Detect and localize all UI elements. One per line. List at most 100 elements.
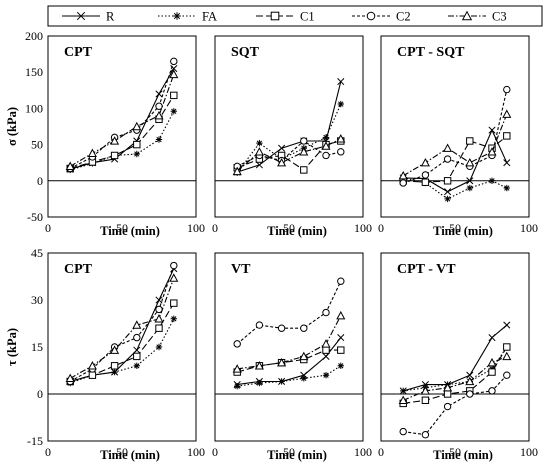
series-line <box>69 61 175 169</box>
data-point <box>155 343 163 351</box>
x-tick-label: 50 <box>283 445 295 459</box>
x-tick-label: 100 <box>354 221 372 235</box>
data-point <box>488 126 496 134</box>
series-line <box>402 355 508 401</box>
data-point <box>421 178 430 186</box>
data-point <box>232 166 242 176</box>
x-tick-label: 0 <box>45 221 51 235</box>
x-tick-label: 100 <box>520 445 538 459</box>
legend-marker-fa <box>173 12 181 20</box>
data-point <box>234 382 241 390</box>
data-point <box>254 147 264 156</box>
data-point <box>133 140 141 149</box>
legend: R FA C1 C2 C3 <box>47 5 543 27</box>
data-point <box>154 314 164 323</box>
y-tick-label: 15 <box>31 340 43 354</box>
data-point <box>299 351 309 361</box>
series-line <box>236 280 342 345</box>
data-point <box>502 351 512 361</box>
data-point <box>169 69 179 79</box>
data-point <box>421 396 430 404</box>
series-line <box>403 346 508 392</box>
plot-area <box>47 252 197 442</box>
series-line <box>403 177 508 200</box>
data-point <box>503 132 511 140</box>
x-axis-label: Time (min) <box>267 448 327 462</box>
data-point <box>65 373 75 383</box>
data-point <box>398 395 408 404</box>
y-tick-label: -50 <box>27 210 43 224</box>
data-point <box>133 150 140 158</box>
data-point <box>337 148 345 156</box>
legend-label-r: R <box>106 10 115 24</box>
data-point <box>88 371 97 379</box>
panel-title: CPT - SQT <box>397 45 465 60</box>
data-point <box>155 102 163 110</box>
x-axis-label: Time (min) <box>100 224 160 238</box>
data-point <box>337 346 345 354</box>
data-point <box>443 382 453 392</box>
series-line <box>403 374 508 436</box>
data-point <box>278 144 286 152</box>
series-line <box>237 365 342 387</box>
data-point <box>488 334 496 342</box>
data-point <box>487 357 497 367</box>
series-line <box>70 302 175 383</box>
data-point <box>111 368 118 376</box>
data-point <box>421 171 430 179</box>
data-point <box>465 157 475 167</box>
data-point <box>488 368 496 376</box>
y-tick-label: 200 <box>25 29 43 43</box>
data-point <box>170 108 177 115</box>
series-line <box>403 346 508 404</box>
y-tick-label: 0 <box>37 174 43 188</box>
data-point <box>466 177 474 185</box>
y-tick-label: 45 <box>31 246 43 260</box>
data-point <box>399 427 407 436</box>
x-tick-label: 100 <box>354 445 372 459</box>
data-point <box>398 170 408 180</box>
x-axis-label: Time (min) <box>433 224 493 238</box>
panel-3: CPT - SQT 0 50 100 Time (min) <box>378 35 538 238</box>
legend-marker-c2 <box>366 11 376 21</box>
data-point <box>337 78 345 86</box>
data-point <box>322 372 330 379</box>
data-point <box>503 371 511 379</box>
data-point <box>337 277 345 285</box>
x-tick-label: 100 <box>187 445 205 459</box>
x-tick-label: 0 <box>212 445 218 459</box>
data-point <box>254 361 264 370</box>
data-point <box>277 357 287 367</box>
data-point <box>321 141 331 150</box>
panel-2: SQT 0 50 100 Time (min) <box>212 35 372 238</box>
data-point <box>299 147 309 156</box>
data-point <box>420 386 430 395</box>
y-tick-label: 30 <box>31 293 43 307</box>
data-point <box>399 179 407 187</box>
data-point <box>110 136 120 145</box>
data-point <box>400 387 407 395</box>
data-point <box>465 376 475 386</box>
series-c2 <box>399 85 511 187</box>
legend-frame <box>47 5 543 27</box>
x-tick-label: 0 <box>45 445 51 459</box>
data-point <box>169 273 179 282</box>
data-point <box>502 109 512 118</box>
data-point <box>170 91 178 100</box>
data-point <box>466 390 474 398</box>
x-tick-label: 50 <box>449 445 461 459</box>
y-axis-label: σ (kPa) <box>5 107 19 146</box>
data-point <box>444 195 451 203</box>
data-point <box>443 390 452 398</box>
data-point <box>337 100 344 108</box>
data-point <box>155 324 163 332</box>
data-point <box>277 324 286 332</box>
panel-6: CPT - VT 0 50 100 Time (min) <box>378 252 538 462</box>
data-point <box>300 375 307 382</box>
data-point <box>110 151 119 160</box>
data-point <box>322 134 330 141</box>
data-point <box>300 137 308 145</box>
data-point <box>133 362 140 369</box>
data-point <box>503 321 511 329</box>
